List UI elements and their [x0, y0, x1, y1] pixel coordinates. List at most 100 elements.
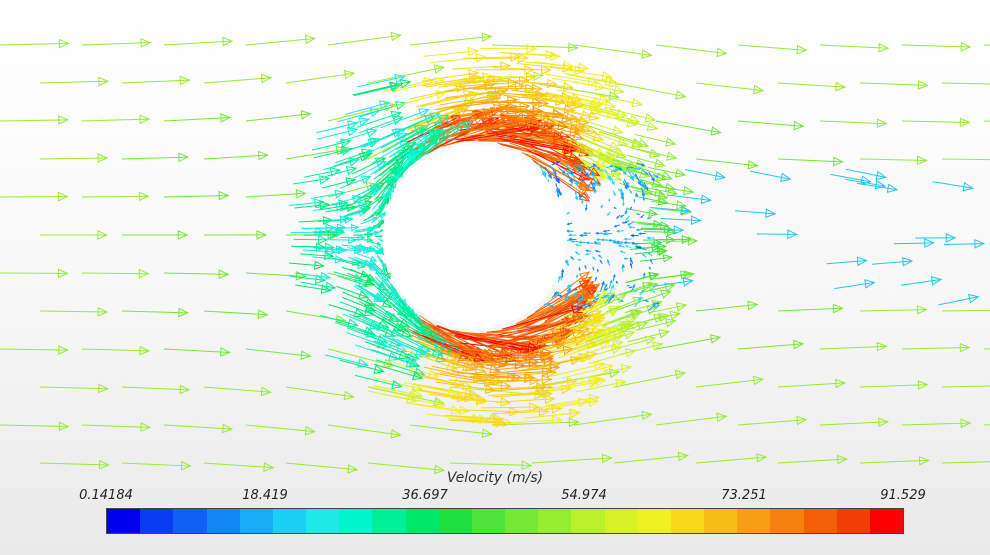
velocity-vector	[163, 40, 233, 46]
velocity-vector	[310, 192, 345, 200]
velocity-vector-head	[413, 124, 426, 135]
velocity-vector	[300, 253, 334, 257]
velocity-vector-head	[482, 72, 494, 83]
velocity-vector	[574, 341, 623, 358]
velocity-vector-head	[475, 53, 487, 63]
velocity-vector-head	[714, 171, 727, 181]
velocity-vector	[932, 181, 973, 189]
velocity-vector-head	[646, 216, 650, 220]
velocity-vector	[339, 176, 371, 189]
velocity-vector	[325, 206, 355, 213]
colorbar-segment	[405, 509, 439, 533]
velocity-vector-head	[916, 155, 928, 166]
velocity-vector-head	[747, 159, 759, 170]
velocity-vector-head	[218, 190, 230, 201]
velocity-vector	[856, 182, 898, 191]
velocity-vector-head	[616, 216, 620, 220]
velocity-vector	[859, 158, 927, 161]
colorbar-segment	[670, 509, 705, 533]
velocity-vector	[337, 322, 377, 337]
velocity-vector	[777, 158, 843, 163]
velocity-vector-head	[623, 220, 627, 224]
velocity-vector	[491, 44, 578, 49]
velocity-vector-head	[586, 197, 589, 201]
velocity-vector	[983, 424, 990, 426]
velocity-vector-head	[577, 62, 590, 73]
velocity-vector	[434, 108, 501, 128]
velocity-vector	[623, 179, 629, 188]
velocity-vector	[582, 138, 627, 158]
velocity-vector-head	[959, 342, 971, 353]
velocity-vector	[410, 124, 461, 166]
velocity-vector-head	[656, 301, 660, 305]
velocity-vector	[315, 201, 348, 209]
velocity-vector	[573, 120, 649, 147]
velocity-vector-head	[837, 454, 849, 465]
velocity-vector-head	[610, 284, 614, 289]
velocity-vector-head	[511, 372, 523, 383]
velocity-vector-head	[635, 245, 639, 249]
velocity-vector	[451, 329, 534, 351]
velocity-vector	[388, 135, 429, 166]
velocity-vector	[292, 177, 330, 185]
velocity-vector-head	[615, 378, 627, 389]
velocity-vector-head	[526, 118, 538, 128]
velocity-vector-head	[608, 141, 621, 151]
velocity-vector-head	[325, 281, 337, 292]
velocity-vector-head	[602, 229, 607, 233]
velocity-vector-head	[382, 290, 393, 301]
velocity-vector-head	[592, 302, 605, 312]
velocity-vector	[121, 310, 188, 314]
velocity-vector-head	[560, 268, 565, 273]
velocity-vector	[531, 371, 620, 388]
velocity-vector-head	[601, 453, 613, 464]
velocity-vector-head	[581, 314, 594, 324]
velocity-vector-head	[592, 98, 604, 108]
velocity-vector-head	[605, 288, 609, 291]
velocity-vector	[369, 348, 417, 366]
velocity-vector-head	[551, 304, 555, 308]
velocity-vector-head	[593, 361, 606, 371]
velocity-vector-head	[609, 279, 613, 284]
velocity-vector	[203, 154, 268, 160]
velocity-vector-head	[640, 247, 645, 251]
velocity-vector	[983, 44, 990, 46]
velocity-vector	[591, 173, 598, 185]
velocity-vector	[655, 336, 721, 350]
velocity-vector-head	[606, 294, 610, 297]
velocity-vector-head	[295, 189, 307, 199]
velocity-vector	[548, 164, 557, 174]
velocity-vector-head	[629, 207, 632, 211]
velocity-vector	[777, 307, 843, 312]
velocity-vector-head	[368, 225, 376, 232]
velocity-vector	[514, 314, 584, 338]
velocity-vector-head	[374, 211, 381, 218]
velocity-vector-head	[635, 290, 638, 293]
velocity-vector	[365, 247, 380, 255]
velocity-vector	[421, 76, 479, 87]
velocity-vector-head	[599, 320, 612, 330]
velocity-vector-head	[58, 115, 70, 125]
velocity-vector-head	[621, 203, 625, 207]
velocity-vector	[295, 272, 330, 279]
velocity-vector	[327, 34, 401, 46]
velocity-vector	[551, 161, 560, 166]
velocity-vector	[582, 366, 631, 379]
velocity-vector	[363, 211, 381, 222]
velocity-vector-head	[363, 307, 376, 317]
velocity-vector-head	[573, 312, 585, 323]
velocity-vector	[498, 329, 573, 345]
velocity-vector-head	[610, 164, 614, 168]
velocity-vector	[346, 332, 388, 348]
velocity-vector	[737, 419, 807, 426]
velocity-vector	[428, 334, 494, 361]
velocity-vector	[639, 284, 675, 294]
velocity-vector	[419, 315, 479, 355]
velocity-vector	[648, 304, 687, 314]
velocity-vector-head	[632, 296, 644, 306]
velocity-vector	[341, 266, 369, 277]
velocity-vector	[285, 386, 354, 398]
velocity-vector-head	[629, 175, 634, 182]
velocity-vector	[376, 220, 384, 229]
velocity-vector	[750, 170, 791, 180]
